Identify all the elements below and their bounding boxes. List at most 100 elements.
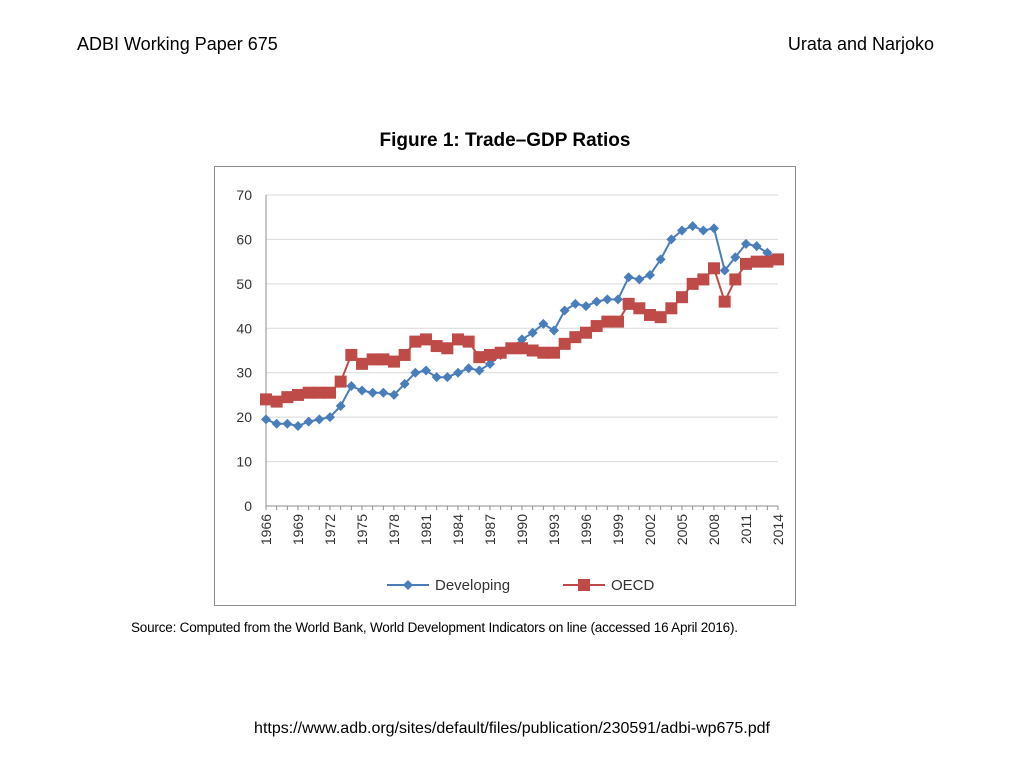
data-point-oecd	[772, 253, 784, 266]
data-point-oecd	[334, 375, 347, 388]
trade-gdp-chart: 0 10 20 30 40 50 60 70 1966 1969 1972 1975 1978 1981 1…	[236, 187, 786, 594]
x-tick-label: 1984	[450, 514, 466, 545]
x-tick-label: 2002	[642, 514, 658, 545]
header-paper-title: ADBI Working Paper 675	[77, 34, 278, 54]
x-tick-label: 1999	[610, 514, 626, 545]
x-tick-label: 1966	[258, 514, 274, 545]
data-point-developing	[271, 418, 282, 429]
data-point-developing	[335, 401, 346, 412]
data-point-oecd	[366, 353, 379, 366]
axis-layer: 0 10 20 30 40 50 60 70 1966 1969 1972 1975 1978 1981 1…	[236, 187, 786, 545]
data-point-developing	[559, 305, 570, 316]
data-point-developing	[634, 274, 645, 285]
data-point-oecd	[494, 346, 507, 359]
x-tick-label: 1981	[418, 514, 434, 545]
data-point-developing	[570, 298, 581, 309]
data-point-developing	[399, 378, 410, 389]
data-point-oecd	[473, 351, 486, 364]
data-point-developing	[421, 365, 431, 376]
data-point-developing	[261, 414, 271, 425]
data-point-oecd	[377, 353, 390, 366]
data-point-developing	[485, 358, 495, 369]
x-tick-label: 2005	[674, 514, 690, 545]
data-point-oecd	[356, 357, 368, 370]
data-point-oecd	[676, 291, 688, 304]
data-point-oecd	[654, 311, 667, 324]
data-point-oecd	[324, 386, 336, 399]
data-point-oecd	[420, 333, 432, 346]
data-point-oecd	[601, 315, 614, 328]
data-point-oecd	[633, 302, 646, 315]
data-point-developing	[314, 414, 325, 425]
data-point-oecd	[718, 295, 731, 308]
data-point-developing	[325, 412, 335, 423]
data-point-oecd	[292, 388, 304, 401]
y-tick-label: 0	[244, 498, 252, 514]
data-point-oecd	[697, 273, 710, 286]
y-tick-label: 10	[236, 454, 252, 470]
data-point-developing	[602, 294, 613, 305]
x-tick-label: 1993	[546, 514, 562, 545]
x-tick-label: 1972	[322, 514, 338, 545]
data-point-oecd	[270, 395, 283, 408]
data-point-oecd	[505, 342, 518, 355]
data-point-oecd	[409, 335, 422, 348]
data-point-developing	[645, 269, 655, 280]
y-tick-label: 70	[236, 187, 252, 203]
data-point-oecd	[569, 331, 582, 344]
data-point-developing	[282, 418, 293, 429]
data-point-oecd	[398, 348, 411, 361]
data-point-oecd	[686, 277, 699, 290]
x-tick-label: 1996	[578, 514, 594, 545]
x-tick-label: 1987	[482, 514, 498, 545]
data-point-developing	[293, 421, 303, 432]
legend-label-oecd: OECD	[611, 577, 655, 594]
data-point-oecd	[740, 257, 752, 270]
footer-url[interactable]: https://www.adb.org/sites/default/files/…	[254, 720, 770, 737]
data-point-developing	[666, 234, 677, 245]
data-point-oecd	[750, 255, 763, 268]
data-point-oecd	[580, 326, 592, 339]
data-point-developing	[474, 365, 485, 376]
legend-label-developing: Developing	[435, 577, 510, 594]
data-point-developing	[431, 372, 442, 383]
y-tick-label: 40	[236, 320, 252, 336]
data-point-developing	[581, 301, 591, 312]
data-point-developing	[762, 247, 773, 258]
data-point-developing	[741, 238, 751, 249]
data-point-developing	[367, 387, 378, 398]
data-point-oecd	[590, 320, 603, 333]
x-tick-label: 1975	[354, 514, 370, 545]
x-tick-label: 2014	[770, 514, 786, 545]
data-point-oecd	[260, 393, 272, 406]
data-point-developing	[538, 318, 549, 329]
header-authors: Urata and Narjoko	[787, 34, 934, 54]
data-point-developing	[453, 367, 463, 378]
source-note: Source: Computed from the World Bank, Wo…	[131, 620, 738, 635]
data-point-oecd	[526, 344, 539, 357]
data-point-developing	[378, 387, 389, 398]
data-point-oecd	[388, 355, 400, 368]
legend: Developing OECD	[387, 577, 655, 594]
data-point-developing	[709, 223, 719, 234]
data-point-oecd	[644, 308, 656, 321]
data-point-developing	[613, 294, 623, 305]
data-point-developing	[623, 272, 634, 283]
data-point-developing	[303, 416, 314, 427]
x-tick-label: 1978	[386, 514, 402, 545]
data-point-oecd	[761, 255, 774, 268]
x-tick-label: 1969	[290, 514, 306, 545]
data-point-developing	[698, 225, 709, 236]
data-point-oecd	[281, 391, 294, 404]
data-point-developing	[677, 225, 687, 236]
data-point-oecd	[665, 302, 678, 315]
data-point-developing	[389, 389, 399, 400]
figure-title: Figure 1: Trade–GDP Ratios	[379, 130, 631, 151]
data-point-developing	[442, 372, 453, 383]
data-point-developing	[346, 381, 357, 392]
data-point-oecd	[558, 337, 571, 350]
data-point-developing	[719, 265, 730, 276]
data-point-developing	[527, 327, 538, 338]
data-point-developing	[549, 325, 559, 336]
legend-marker-oecd	[578, 579, 590, 591]
